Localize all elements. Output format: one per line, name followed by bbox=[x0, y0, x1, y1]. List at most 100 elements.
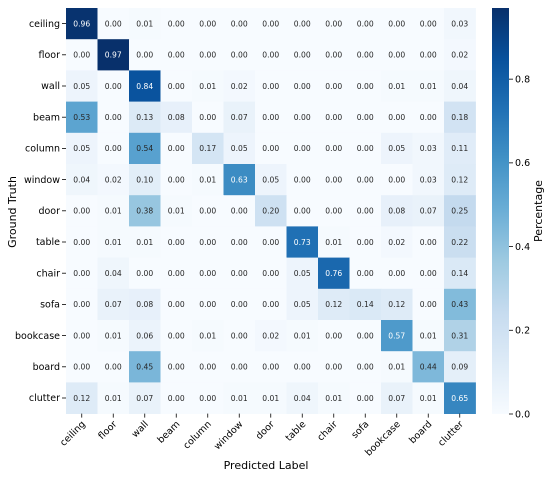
cell-value-label: 0.01 bbox=[105, 207, 122, 216]
heatmap-cell bbox=[381, 164, 413, 196]
heatmap-cell bbox=[444, 382, 476, 414]
cell-value-label: 0.00 bbox=[357, 331, 374, 340]
cell-value-label: 0.00 bbox=[262, 269, 279, 278]
cell-value-label: 0.00 bbox=[420, 238, 437, 247]
heatmap-cell bbox=[192, 70, 224, 102]
cell-value-label: 0.00 bbox=[325, 207, 342, 216]
heatmap-cell bbox=[255, 226, 287, 258]
cell-value-label: 0.00 bbox=[168, 331, 185, 340]
cell-value-label: 0.02 bbox=[231, 82, 248, 91]
cell-value-label: 0.00 bbox=[262, 238, 279, 247]
heatmap-cell bbox=[160, 382, 193, 414]
cell-value-label: 0.00 bbox=[388, 175, 405, 184]
heatmap-cell bbox=[318, 132, 350, 165]
cell-value-label: 0.00 bbox=[168, 51, 185, 60]
cell-value-label: 0.00 bbox=[294, 113, 311, 122]
heatmap-cell bbox=[223, 351, 256, 383]
heatmap-cell bbox=[444, 8, 476, 40]
heatmap-cell bbox=[129, 288, 161, 321]
heatmap-cell bbox=[129, 382, 161, 414]
heatmap-cell bbox=[160, 351, 193, 383]
heatmap-cell bbox=[129, 8, 161, 40]
cell-value-label: 0.00 bbox=[262, 51, 279, 60]
heatmap-cell bbox=[349, 8, 382, 40]
heatmap-cell bbox=[444, 351, 476, 383]
heatmap-cell bbox=[381, 195, 413, 227]
heatmap-cell bbox=[412, 164, 445, 196]
cell-value-label: 0.06 bbox=[136, 331, 153, 340]
heatmap-cell bbox=[381, 320, 413, 352]
cell-value-label: 0.00 bbox=[105, 363, 122, 372]
cell-value-label: 0.00 bbox=[388, 51, 405, 60]
cell-value-label: 0.84 bbox=[136, 82, 153, 91]
heatmap-cell bbox=[286, 164, 319, 196]
cell-value-label: 0.00 bbox=[199, 269, 216, 278]
cell-value-label: 0.76 bbox=[325, 269, 342, 278]
cell-value-label: 0.04 bbox=[73, 175, 90, 184]
cell-value-label: 0.00 bbox=[199, 363, 216, 372]
x-tick-label: clutter bbox=[436, 419, 466, 449]
cell-value-label: 0.00 bbox=[262, 363, 279, 372]
heatmap-cell bbox=[66, 8, 98, 40]
heatmap-cell bbox=[286, 257, 319, 290]
cell-value-label: 0.38 bbox=[136, 207, 153, 216]
y-tick-label: floor bbox=[38, 50, 60, 61]
cell-value-label: 0.00 bbox=[73, 363, 90, 372]
cell-value-label: 0.63 bbox=[231, 175, 248, 184]
heatmap-cell bbox=[412, 8, 445, 40]
cell-value-label: 0.05 bbox=[231, 144, 248, 153]
cell-value-label: 0.04 bbox=[294, 394, 311, 403]
cell-value-label: 0.00 bbox=[199, 113, 216, 122]
cell-value-label: 0.00 bbox=[325, 113, 342, 122]
heatmap-cell bbox=[349, 320, 382, 352]
heatmap-cell bbox=[66, 288, 98, 321]
cell-value-label: 0.00 bbox=[168, 19, 185, 28]
cell-value-label: 0.00 bbox=[168, 238, 185, 247]
cell-value-label: 0.01 bbox=[388, 82, 405, 91]
cell-value-label: 0.00 bbox=[357, 82, 374, 91]
heatmap-cell bbox=[381, 70, 413, 102]
x-tick-label: chair bbox=[315, 419, 340, 444]
cell-value-label: 0.00 bbox=[199, 207, 216, 216]
heatmap-cell bbox=[66, 382, 98, 414]
colorbar-tick-label: 0.0 bbox=[515, 409, 530, 420]
heatmap-cell bbox=[223, 8, 256, 40]
y-tick-label: window bbox=[24, 175, 60, 186]
heatmap-cell bbox=[381, 382, 413, 414]
cell-value-label: 0.00 bbox=[294, 144, 311, 153]
heatmap-cell bbox=[412, 132, 445, 165]
heatmap-cell bbox=[444, 195, 476, 227]
heatmap-cell bbox=[97, 101, 130, 134]
cell-value-label: 0.12 bbox=[325, 300, 342, 309]
cell-value-label: 0.00 bbox=[357, 175, 374, 184]
cell-value-label: 0.00 bbox=[420, 300, 437, 309]
cell-value-label: 0.01 bbox=[388, 363, 405, 372]
cell-value-label: 0.00 bbox=[357, 19, 374, 28]
colorbar-tick-label: 0.4 bbox=[515, 242, 530, 253]
heatmap-cell bbox=[255, 288, 287, 321]
cell-value-label: 0.00 bbox=[357, 238, 374, 247]
cell-value-label: 0.18 bbox=[451, 113, 468, 122]
heatmap-cell bbox=[129, 351, 161, 383]
heatmap-cell bbox=[160, 164, 193, 196]
x-tick-label: beam bbox=[156, 419, 183, 446]
colorbar-tick-label: 0.8 bbox=[515, 74, 530, 85]
cell-value-label: 0.00 bbox=[420, 113, 437, 122]
colorbar-tick-label: 0.2 bbox=[515, 326, 530, 337]
heatmap-cell bbox=[444, 226, 476, 258]
heatmap-cell bbox=[381, 101, 413, 134]
cell-value-label: 0.13 bbox=[136, 113, 153, 122]
y-tick-label: bookcase bbox=[15, 331, 60, 342]
heatmap-cell bbox=[286, 382, 319, 414]
cell-value-label: 0.00 bbox=[262, 300, 279, 309]
y-tick-label: chair bbox=[36, 268, 60, 279]
cell-value-label: 0.12 bbox=[451, 175, 468, 184]
heatmap-cell bbox=[192, 257, 224, 290]
heatmap-cell bbox=[97, 320, 130, 352]
heatmap-cell bbox=[255, 195, 287, 227]
cell-value-label: 0.00 bbox=[199, 238, 216, 247]
heatmap-cell bbox=[286, 351, 319, 383]
cell-value-label: 0.00 bbox=[199, 51, 216, 60]
cell-value-label: 0.00 bbox=[388, 113, 405, 122]
heatmap-cell bbox=[160, 8, 193, 40]
